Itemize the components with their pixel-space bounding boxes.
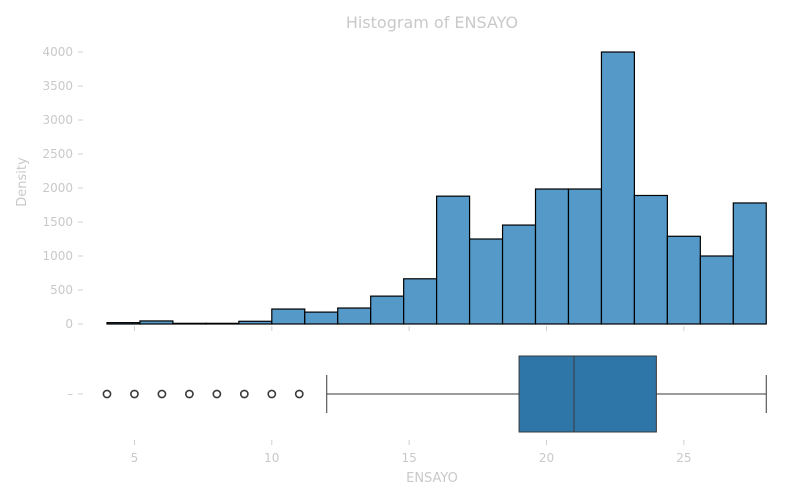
x-tick-label: 10 (264, 451, 279, 465)
box-y-tick-label: – (67, 387, 73, 401)
histogram-bar (304, 311, 339, 325)
histogram-bar (139, 320, 174, 325)
y-tick-label: 4000 (42, 45, 73, 59)
histogram-bar (732, 202, 767, 325)
histogram-bar (501, 224, 537, 325)
y-tick-label: 2500 (42, 147, 73, 161)
histogram-bar (271, 308, 306, 325)
boxplot-plot: – 5 10 15 20 25 (67, 355, 767, 465)
y-tick-label: 0 (65, 317, 73, 331)
histogram-bar (403, 278, 438, 325)
histogram-bar (699, 255, 734, 325)
histogram-bar (436, 195, 471, 325)
histogram-bar (468, 238, 504, 325)
histogram-bar (172, 322, 207, 325)
histogram-plot: 0 500 1000 1500 2000 2500 3000 3500 4000 (42, 45, 767, 331)
x-tick-label: 25 (676, 451, 691, 465)
histogram-bar (534, 188, 570, 325)
x-tick-label: 15 (402, 451, 417, 465)
outlier-point (184, 389, 194, 399)
histogram-bar (106, 322, 141, 325)
outlier-point (294, 389, 304, 399)
histogram-bar (370, 295, 405, 325)
y-tick-label: 500 (50, 283, 73, 297)
y-tick-label: 1000 (42, 249, 73, 263)
outlier-point (267, 389, 277, 399)
outlier-point (102, 389, 112, 399)
x-tick-label: 5 (131, 451, 139, 465)
histogram-bar (567, 188, 603, 325)
y-tick-label: 2000 (42, 181, 73, 195)
outlier-point (239, 389, 249, 399)
y-axis-label: Density (15, 157, 30, 207)
interquartile-box (518, 355, 657, 433)
y-tick-label: 1500 (42, 215, 73, 229)
histogram-bar (666, 235, 701, 325)
outlier-point (212, 389, 222, 399)
chart-title: Histogram of ENSAYO (346, 13, 518, 32)
histogram-bar (205, 322, 240, 325)
outlier-point (157, 389, 167, 399)
histogram-bar (337, 307, 372, 325)
histogram-bar (633, 194, 668, 325)
x-tick-label: 20 (539, 451, 554, 465)
y-tick-label: 3000 (42, 113, 73, 127)
histogram-bar (600, 51, 636, 325)
histogram-bar (238, 320, 273, 325)
outlier-point (130, 389, 139, 399)
y-tick-label: 3500 (42, 79, 73, 93)
x-axis-label: ENSAYO (406, 471, 458, 486)
